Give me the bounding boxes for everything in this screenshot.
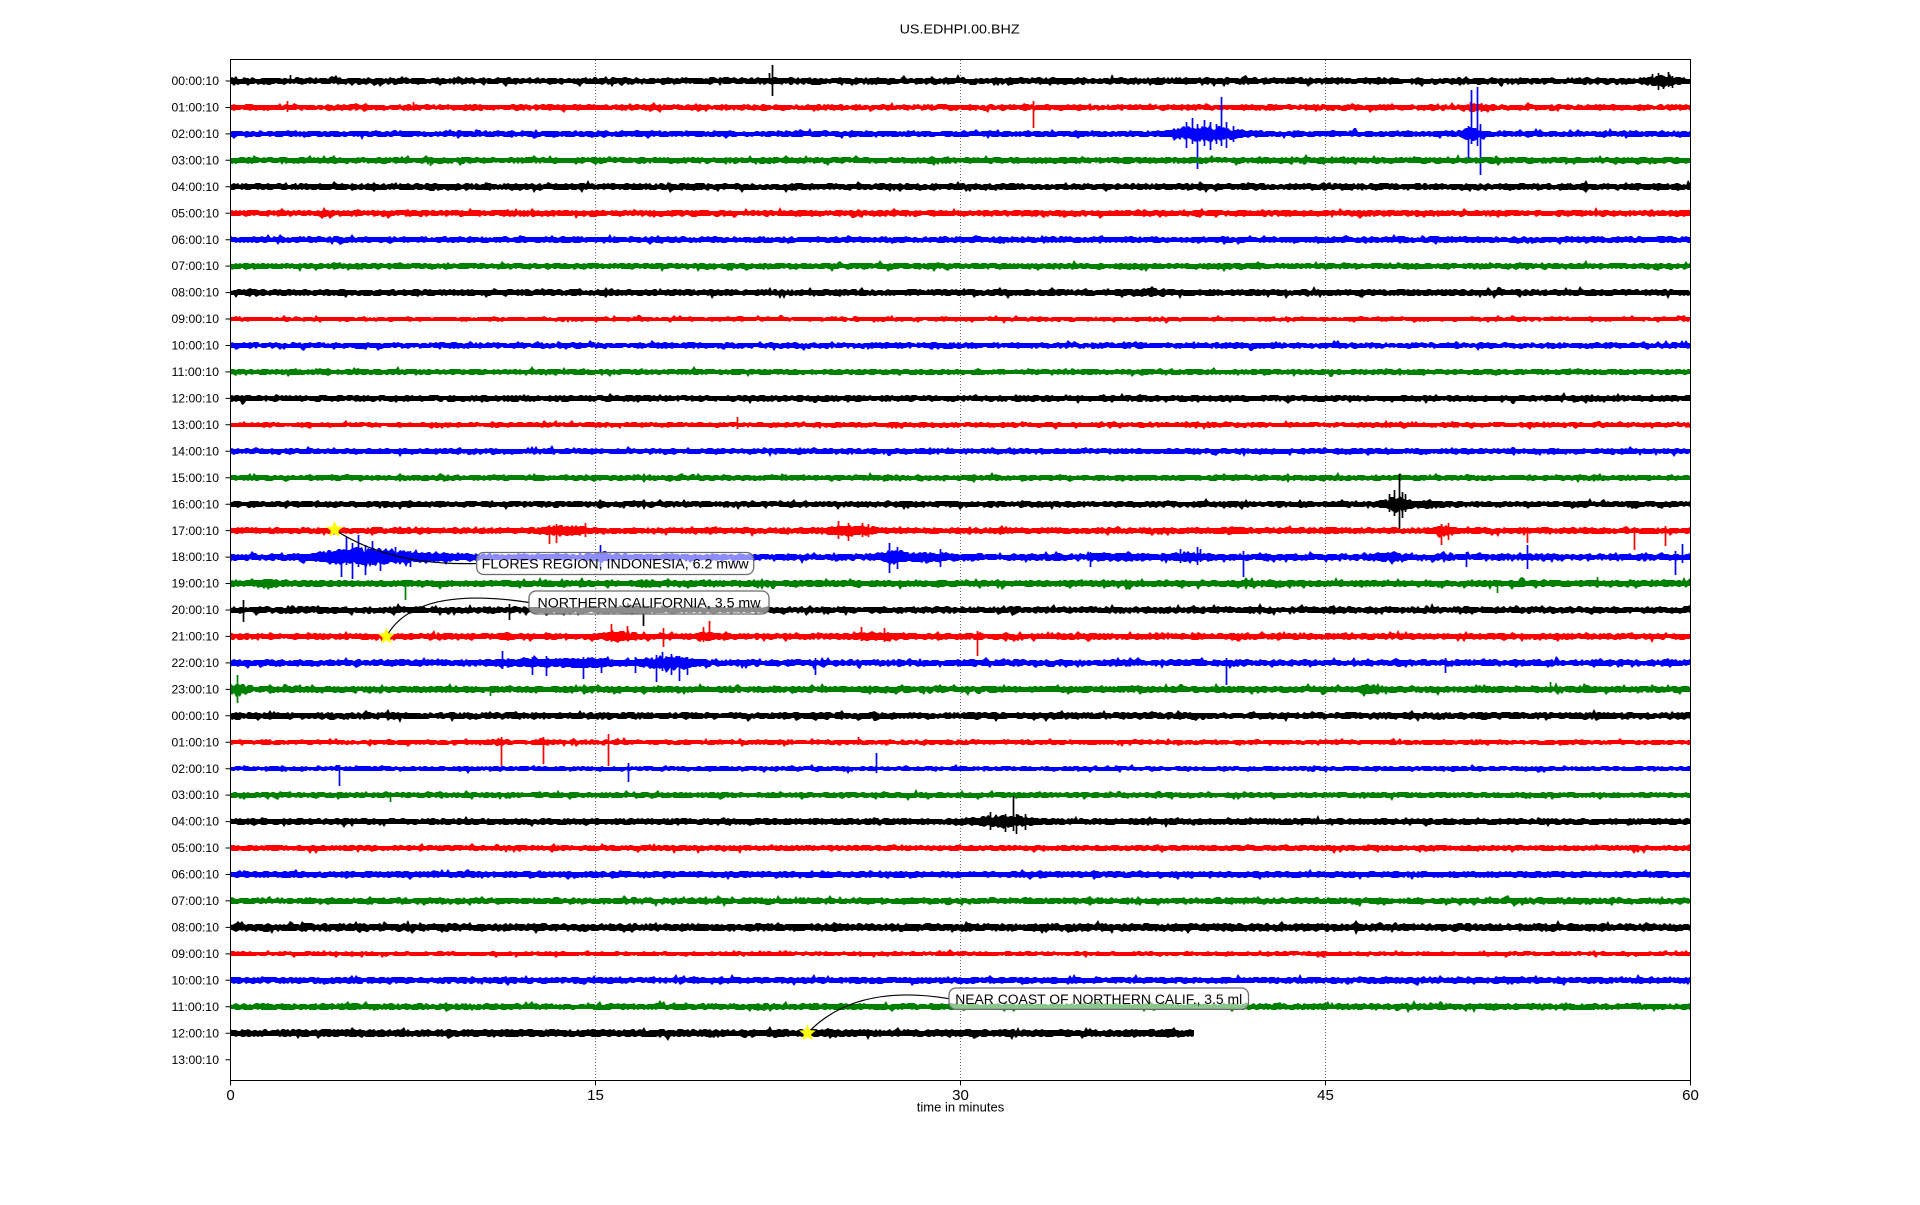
svg-text:15: 15 xyxy=(587,1087,604,1104)
svg-text:09:00:10: 09:00:10 xyxy=(172,313,220,326)
svg-text:NEAR COAST OF NORTHERN CALIF.,: NEAR COAST OF NORTHERN CALIF., 3.5 ml xyxy=(955,992,1242,1008)
svg-text:60: 60 xyxy=(1682,1087,1699,1104)
svg-text:10:00:10: 10:00:10 xyxy=(172,974,220,987)
svg-text:06:00:10: 06:00:10 xyxy=(172,234,220,247)
svg-text:13:00:10: 13:00:10 xyxy=(172,419,220,432)
svg-text:time in minutes: time in minutes xyxy=(917,1100,1005,1115)
svg-text:00:00:10: 00:00:10 xyxy=(172,75,220,88)
svg-text:01:00:10: 01:00:10 xyxy=(172,736,220,749)
svg-text:45: 45 xyxy=(1317,1087,1334,1104)
svg-text:02:00:10: 02:00:10 xyxy=(172,128,220,141)
svg-text:12:00:10: 12:00:10 xyxy=(172,393,220,406)
svg-text:17:00:10: 17:00:10 xyxy=(172,525,220,538)
svg-text:14:00:10: 14:00:10 xyxy=(172,445,220,458)
svg-text:23:00:10: 23:00:10 xyxy=(172,684,220,697)
svg-text:04:00:10: 04:00:10 xyxy=(172,181,220,194)
svg-text:11:00:10: 11:00:10 xyxy=(172,1001,220,1014)
svg-text:11:00:10: 11:00:10 xyxy=(172,366,220,379)
svg-text:05:00:10: 05:00:10 xyxy=(172,842,220,855)
svg-text:03:00:10: 03:00:10 xyxy=(172,154,220,167)
svg-text:02:00:10: 02:00:10 xyxy=(172,763,220,776)
svg-text:20:00:10: 20:00:10 xyxy=(172,604,220,617)
svg-text:FLORES REGION, INDONESIA, 6.2: FLORES REGION, INDONESIA, 6.2 mww xyxy=(482,557,750,573)
svg-text:30: 30 xyxy=(952,1087,969,1104)
svg-text:0: 0 xyxy=(226,1087,234,1104)
svg-text:18:00:10: 18:00:10 xyxy=(172,551,220,564)
svg-text:08:00:10: 08:00:10 xyxy=(172,287,220,300)
svg-text:06:00:10: 06:00:10 xyxy=(172,869,220,882)
svg-text:05:00:10: 05:00:10 xyxy=(172,207,220,220)
svg-text:13:00:10: 13:00:10 xyxy=(172,1054,220,1067)
svg-text:07:00:10: 07:00:10 xyxy=(172,260,220,273)
svg-text:19:00:10: 19:00:10 xyxy=(172,578,220,591)
svg-text:US.EDHPI.00.BHZ: US.EDHPI.00.BHZ xyxy=(900,22,1020,37)
svg-text:00:00:10: 00:00:10 xyxy=(172,710,220,723)
svg-text:03:00:10: 03:00:10 xyxy=(172,789,220,802)
svg-text:15:00:10: 15:00:10 xyxy=(172,472,220,485)
svg-text:22:00:10: 22:00:10 xyxy=(172,657,220,670)
svg-text:04:00:10: 04:00:10 xyxy=(172,816,220,829)
svg-text:07:00:10: 07:00:10 xyxy=(172,895,220,908)
svg-text:12:00:10: 12:00:10 xyxy=(172,1027,220,1040)
svg-text:21:00:10: 21:00:10 xyxy=(172,631,220,644)
svg-text:10:00:10: 10:00:10 xyxy=(172,340,220,353)
svg-text:01:00:10: 01:00:10 xyxy=(172,102,220,115)
svg-text:08:00:10: 08:00:10 xyxy=(172,922,220,935)
svg-text:09:00:10: 09:00:10 xyxy=(172,948,220,961)
svg-text:16:00:10: 16:00:10 xyxy=(172,498,220,511)
svg-text:NORTHERN CALIFORNIA, 3.5 mw: NORTHERN CALIFORNIA, 3.5 mw xyxy=(538,596,762,612)
